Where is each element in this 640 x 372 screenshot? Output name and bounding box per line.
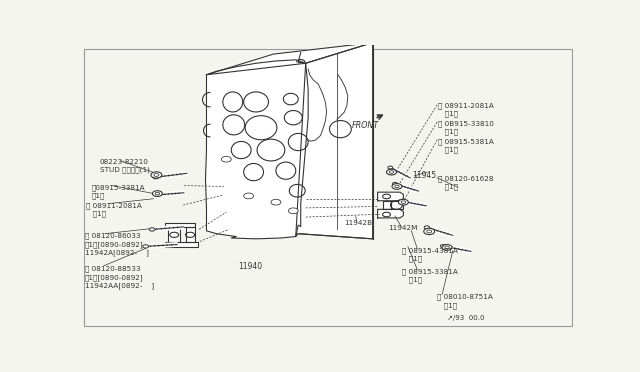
Circle shape	[288, 208, 298, 214]
Text: Ⓑ 08120-61628
   （1）: Ⓑ 08120-61628 （1）	[438, 175, 493, 190]
Circle shape	[154, 174, 159, 176]
Circle shape	[427, 230, 431, 233]
Text: Ⓝ 08911-2081A
   （1）: Ⓝ 08911-2081A （1）	[438, 102, 494, 117]
Polygon shape	[168, 227, 180, 242]
Text: Ⓦ 08915-3381A
   （1）: Ⓦ 08915-3381A （1）	[403, 269, 458, 283]
Circle shape	[445, 246, 449, 249]
Text: Ⓑ 08010-8751A
   （1）: Ⓑ 08010-8751A （1）	[437, 294, 493, 308]
Circle shape	[398, 200, 403, 202]
Text: Ⓦ 0B915-33810
   （1）: Ⓦ 0B915-33810 （1）	[438, 121, 494, 135]
Text: Ⓝ 08911-2081A
   （1）: Ⓝ 08911-2081A （1）	[86, 202, 142, 217]
Circle shape	[389, 171, 394, 173]
Polygon shape	[186, 227, 195, 242]
Text: Ⓑ 08120-86033
（1）[0890-0892]
11942A[0892-    ]: Ⓑ 08120-86033 （1）[0890-0892] 11942A[0892…	[85, 233, 149, 256]
Text: Ⓦ 08915-5381A
   （1）: Ⓦ 08915-5381A （1）	[438, 139, 494, 153]
Text: 11942M: 11942M	[388, 225, 418, 231]
Circle shape	[392, 182, 397, 185]
Circle shape	[399, 199, 408, 205]
Circle shape	[442, 244, 452, 250]
Polygon shape	[378, 209, 403, 218]
Polygon shape	[207, 43, 372, 75]
Circle shape	[388, 166, 393, 169]
Circle shape	[155, 193, 160, 196]
Text: 08223-82210
STUD スタッド(1): 08223-82210 STUD スタッド(1)	[100, 159, 150, 173]
Polygon shape	[378, 192, 403, 201]
Circle shape	[387, 169, 396, 175]
Circle shape	[149, 228, 155, 231]
Text: ↗/93  00.0: ↗/93 00.0	[447, 315, 484, 321]
Circle shape	[401, 201, 406, 203]
Circle shape	[424, 226, 429, 229]
Circle shape	[155, 192, 159, 195]
Circle shape	[424, 228, 435, 235]
Polygon shape	[165, 242, 198, 247]
Polygon shape	[392, 201, 403, 209]
Circle shape	[152, 191, 163, 196]
Circle shape	[392, 183, 402, 189]
Circle shape	[151, 172, 162, 178]
Text: 11945: 11945	[412, 171, 436, 180]
Polygon shape	[296, 43, 372, 239]
Polygon shape	[205, 60, 308, 239]
Circle shape	[244, 193, 253, 199]
Text: 11942B: 11942B	[344, 220, 372, 226]
Text: Ⓦ 08915-4381A
   （1）: Ⓦ 08915-4381A （1）	[403, 247, 458, 262]
Text: FRONT: FRONT	[352, 121, 379, 131]
Polygon shape	[383, 201, 392, 209]
Circle shape	[440, 245, 446, 248]
Circle shape	[271, 199, 281, 205]
Text: 11940: 11940	[237, 262, 262, 271]
Circle shape	[143, 245, 148, 248]
Circle shape	[153, 176, 159, 179]
Text: Ⓦ08915-3381A
（1）: Ⓦ08915-3381A （1）	[92, 184, 145, 199]
Polygon shape	[165, 223, 195, 227]
Circle shape	[221, 156, 231, 162]
Text: Ⓑ 08120-88533
（1）[0890-0892]
11942AA[0892-    ]: Ⓑ 08120-88533 （1）[0890-0892] 11942AA[089…	[85, 266, 154, 289]
Circle shape	[395, 185, 399, 188]
